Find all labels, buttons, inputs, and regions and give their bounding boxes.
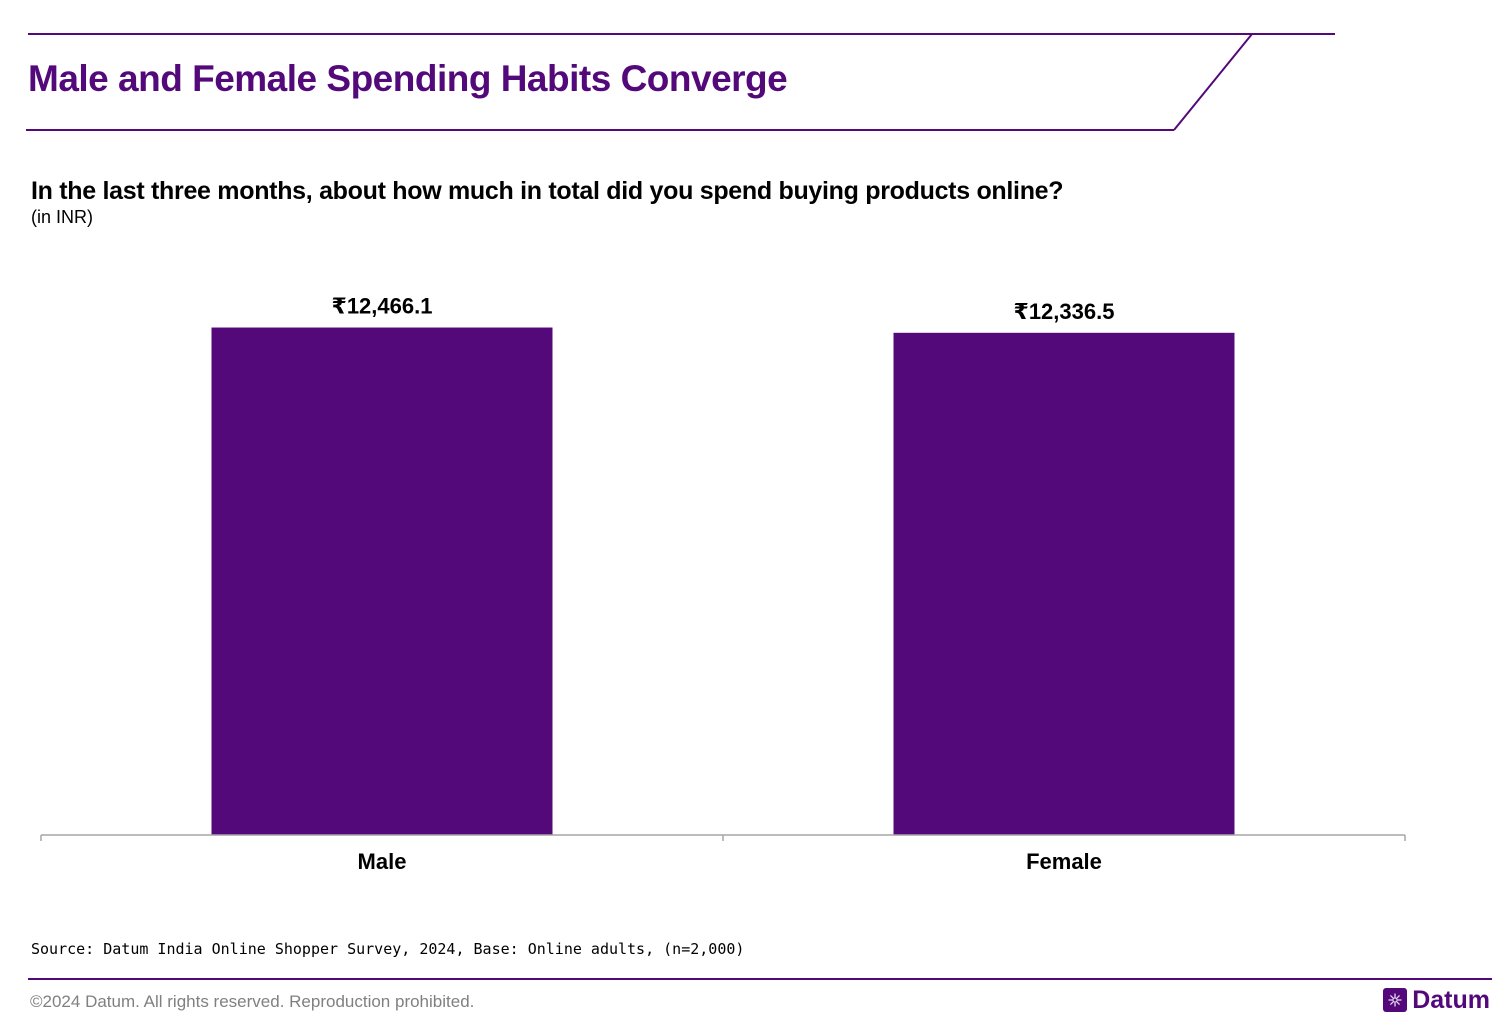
datum-logo-icon bbox=[1383, 988, 1408, 1012]
chart-unit-label: (in INR) bbox=[31, 207, 93, 227]
x-tick-label-male: Male bbox=[358, 849, 407, 874]
header-frame bbox=[26, 33, 1335, 131]
data-label-female: ₹12,336.5 bbox=[1014, 299, 1115, 324]
datum-logo: Datum bbox=[1383, 986, 1490, 1014]
source-note: Source: Datum India Online Shopper Surve… bbox=[31, 940, 745, 958]
x-tick-label-female: Female bbox=[1026, 849, 1102, 874]
bar-male bbox=[211, 327, 553, 835]
data-label-male: ₹12,466.1 bbox=[332, 294, 433, 319]
bar-female bbox=[893, 332, 1235, 835]
page-title: Male and Female Spending Habits Converge bbox=[28, 58, 788, 99]
header-slant-rule bbox=[1173, 33, 1253, 131]
chart-question: In the last three months, about how much… bbox=[31, 177, 1064, 205]
datum-logo-text: Datum bbox=[1412, 986, 1490, 1014]
copyright-text: ©2024 Datum. All rights reserved. Reprod… bbox=[30, 992, 475, 1011]
footer-divider bbox=[28, 978, 1492, 980]
